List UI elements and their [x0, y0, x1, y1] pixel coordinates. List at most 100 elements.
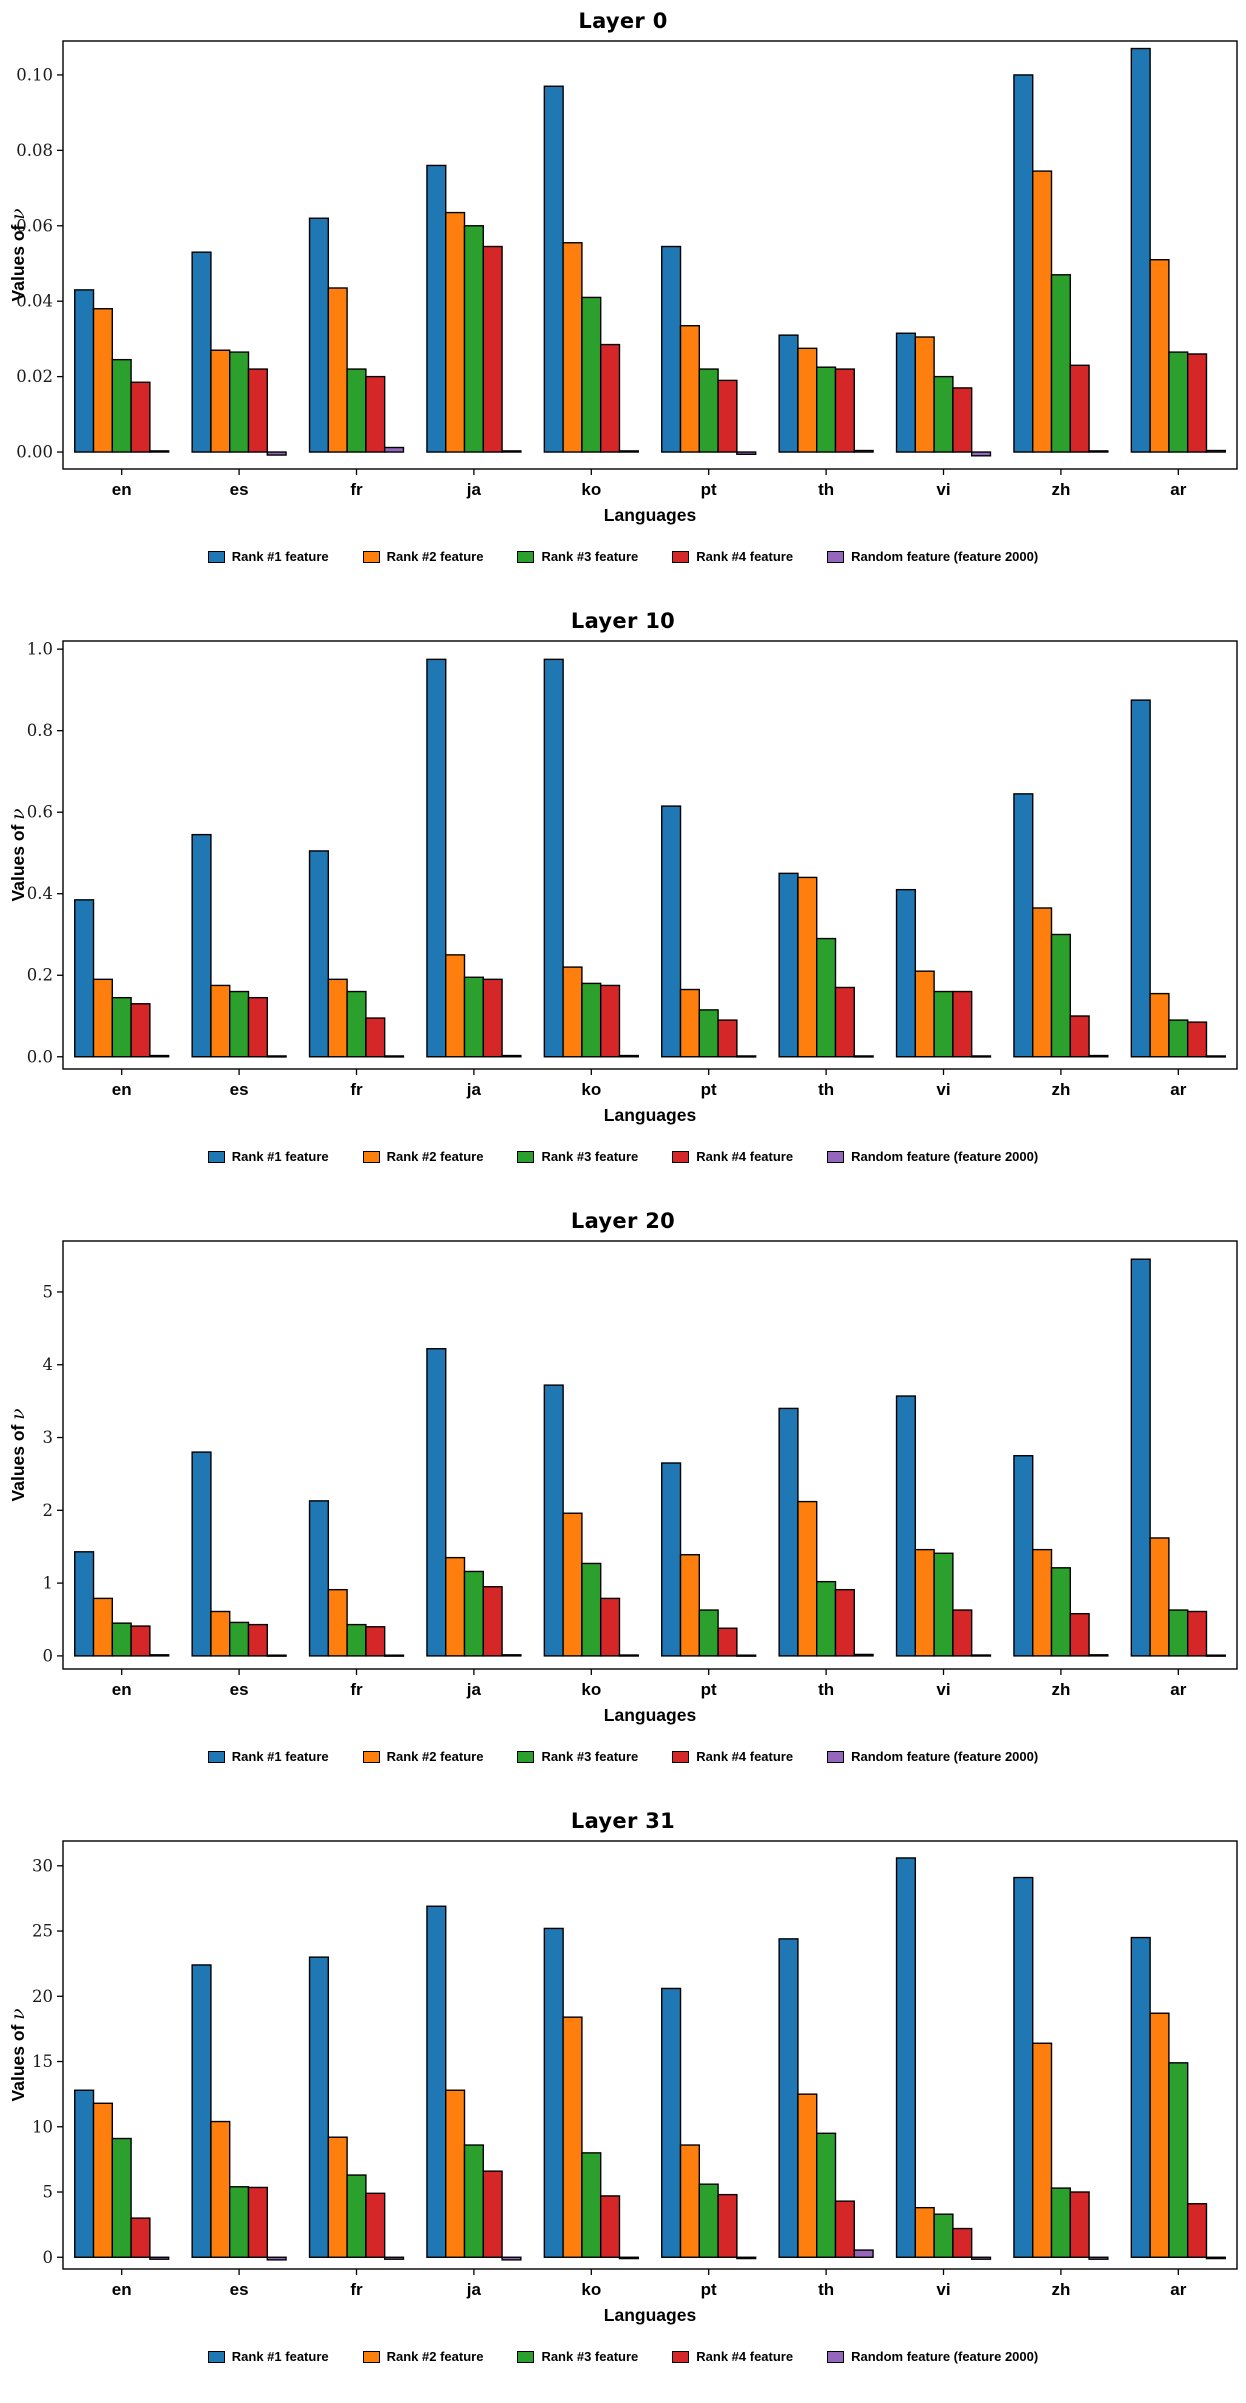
bar: [1050, 933, 1071, 1058]
bar: [895, 332, 917, 453]
bar: [149, 450, 170, 453]
bar: [130, 1625, 151, 1657]
bar: [191, 251, 212, 453]
y-axis-label: Values of ν: [8, 209, 29, 302]
y-tick-label: 0.0: [27, 1047, 53, 1066]
bar: [1130, 699, 1151, 1058]
y-tick-label: 0.08: [16, 141, 53, 160]
y-tick-label: 1.0: [27, 640, 53, 659]
bar: [618, 2256, 639, 2260]
bar: [933, 1552, 954, 1657]
x-tick-label: es: [230, 1680, 249, 1699]
bar: [661, 1462, 682, 1657]
legend-label: Rank #3 feature: [541, 1749, 639, 1764]
bar: [661, 245, 682, 453]
bar: [698, 368, 719, 453]
bar: [482, 1586, 503, 1657]
legend-swatch-icon: [672, 1750, 690, 1763]
y-tick-label: 0.2: [27, 966, 53, 985]
bar: [970, 1055, 992, 1058]
bar: [229, 990, 250, 1058]
y-tick-label: 0.06: [16, 216, 53, 235]
x-axis: en es fr ja ko pt th vi zh ar: [112, 1669, 1187, 1699]
plot-border: [62, 1840, 1238, 2270]
x-tick-label: fr: [350, 1680, 363, 1699]
bar: [74, 1551, 95, 1657]
bar: [543, 85, 564, 453]
bar: [1149, 1537, 1170, 1657]
x-axis: en es fr ja ko pt th vi zh ar: [112, 1069, 1187, 1099]
bar: [970, 451, 992, 457]
bar: [661, 805, 682, 1058]
chart-block-layer-31: Layer 31 0 5 10 15 20 25 30 en es fr ja ko pt th vi zh a…: [0, 1800, 1246, 2400]
legend-item: Random feature (feature 2000): [827, 2349, 1038, 2364]
bar: [229, 1621, 250, 1657]
x-tick-label: fr: [350, 2280, 363, 2299]
chart-title-layer-20: Layer 20: [570, 1209, 676, 1233]
legend-label: Rank #2 feature: [386, 1149, 484, 1164]
bar: [952, 990, 973, 1058]
legend-label: Rank #1 feature: [231, 1749, 329, 1764]
bar: [736, 1055, 757, 1058]
bar: [778, 872, 799, 1058]
bar: [383, 1055, 405, 1058]
bar: [1149, 992, 1170, 1058]
bar: [914, 336, 935, 453]
y-tick-label: 0.4: [27, 884, 53, 903]
legend-layer-31: Rank #1 feature Rank #2 feature Rank #3 fe…: [0, 2349, 1246, 2364]
bar: [210, 2120, 231, 2258]
legend-label: Random feature (feature 2000): [851, 2349, 1039, 2364]
y-tick-label: 0.6: [27, 803, 53, 822]
bar: [1050, 274, 1071, 453]
bar: [426, 1348, 447, 1657]
legend-item: Rank #4 feature: [672, 549, 793, 564]
legend-swatch-icon: [827, 1750, 845, 1763]
bar: [365, 1017, 386, 1058]
y-tick-label: 0.8: [27, 721, 53, 740]
bar-plot-layer-10: 0.0 0.2 0.4 0.6 0.8 1.0 en es fr ja ko pt th vi zh ar La…: [8, 640, 1238, 1125]
bar: [562, 1512, 583, 1657]
legend-item: Rank #1 feature: [207, 549, 329, 564]
bar: [970, 2256, 992, 2260]
bar: [543, 658, 564, 1058]
legend-item: Rank #3 feature: [517, 1749, 638, 1764]
bar: [778, 1407, 799, 1657]
x-tick-label: ko: [581, 1680, 601, 1699]
x-tick-label: zh: [1051, 2280, 1070, 2299]
legend-swatch-icon: [207, 550, 225, 563]
bar: [618, 450, 639, 453]
bar: [797, 1500, 818, 1657]
bars: [74, 47, 1226, 457]
legend-item: Rank #2 feature: [362, 549, 483, 564]
x-tick-label: vi: [936, 1680, 950, 1699]
bar: [797, 876, 818, 1058]
bar: [914, 1548, 935, 1657]
bar: [92, 978, 114, 1058]
x-tick-label: pt: [701, 480, 717, 499]
y-tick-label: 0.02: [16, 367, 53, 386]
bar: [346, 2174, 367, 2258]
bar: [482, 2170, 503, 2258]
bar: [1032, 1548, 1053, 1657]
bar: [717, 379, 738, 453]
bar: [210, 1610, 231, 1657]
legend-swatch-icon: [207, 1750, 225, 1763]
legend-item: Rank #3 feature: [517, 2349, 638, 2364]
bar: [581, 982, 602, 1058]
bar-plot-layer-20: 0 1 2 3 4 5 en es fr ja ko pt th vi zh ar Languages Value…: [8, 1240, 1238, 1725]
legend-label: Rank #2 feature: [386, 1749, 484, 1764]
x-tick-label: ja: [466, 1680, 482, 1699]
y-axis: 0 5 10 15 20 25 30: [32, 1856, 63, 2267]
x-tick-label: es: [230, 2280, 249, 2299]
bar: [327, 287, 348, 453]
bar: [834, 2200, 855, 2258]
y-tick-label: 10: [32, 2117, 53, 2136]
bar: [1013, 1876, 1034, 2258]
bar: [853, 2249, 874, 2258]
x-tick-label: es: [230, 480, 249, 499]
bar: [1168, 1609, 1189, 1657]
x-tick-label: zh: [1051, 1080, 1070, 1099]
bar: [445, 2089, 466, 2258]
bar: [463, 2144, 484, 2258]
bar: [1186, 1021, 1208, 1058]
